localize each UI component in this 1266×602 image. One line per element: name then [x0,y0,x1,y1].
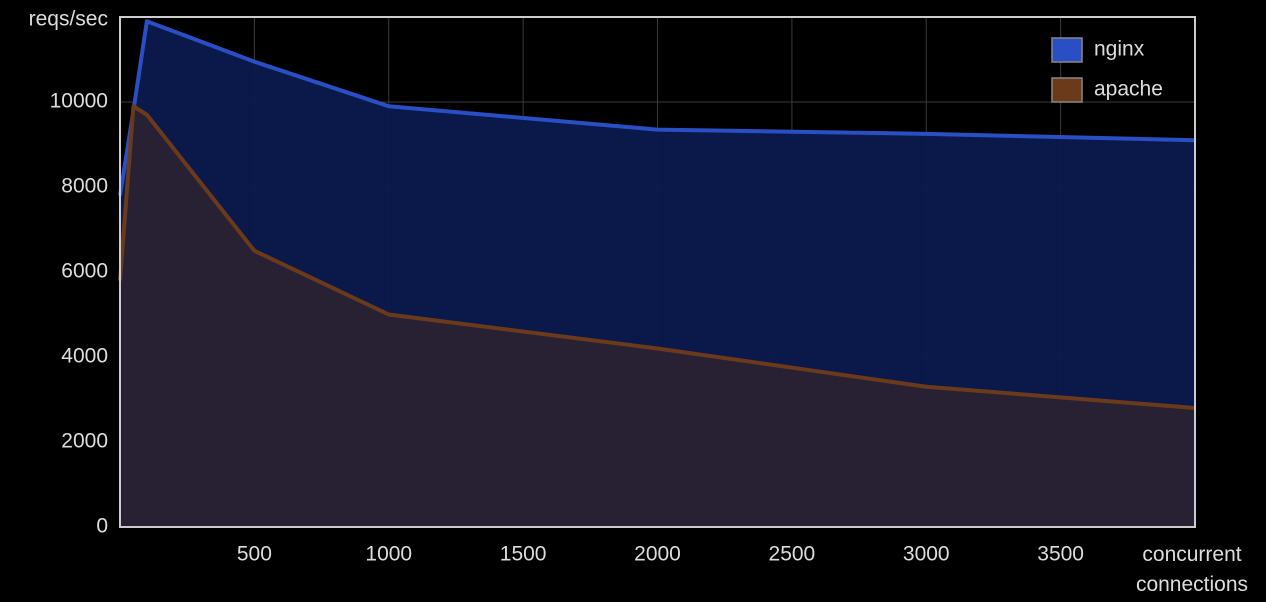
legend-label: nginx [1094,38,1145,61]
area-fill [120,106,1195,527]
y-tick-label: 8000 [61,175,108,198]
x-tick-label: 1000 [365,543,412,566]
x-tick-label: 3500 [1037,543,1084,566]
y-tick-label: 10000 [50,90,108,113]
x-tick-label: 2000 [634,543,681,566]
legend-label: apache [1094,78,1163,101]
y-tick-label: 0 [96,515,108,538]
legend-swatch [1051,77,1083,103]
y-tick-label: 2000 [61,430,108,453]
legend-swatch [1051,37,1083,63]
series-line [118,19,1196,196]
x-axis-label: concurrent connections [1135,543,1249,596]
y-tick-label: 4000 [61,345,108,368]
series-line [118,104,1196,410]
x-tick-label: 3000 [903,543,950,566]
y-tick-label: 6000 [61,260,108,283]
x-tick-label: 2500 [769,543,816,566]
y-axis-label: reqs/sec [29,8,108,31]
plot-border [119,16,1196,528]
x-tick-label: 500 [237,543,272,566]
x-tick-label: 1500 [500,543,547,566]
